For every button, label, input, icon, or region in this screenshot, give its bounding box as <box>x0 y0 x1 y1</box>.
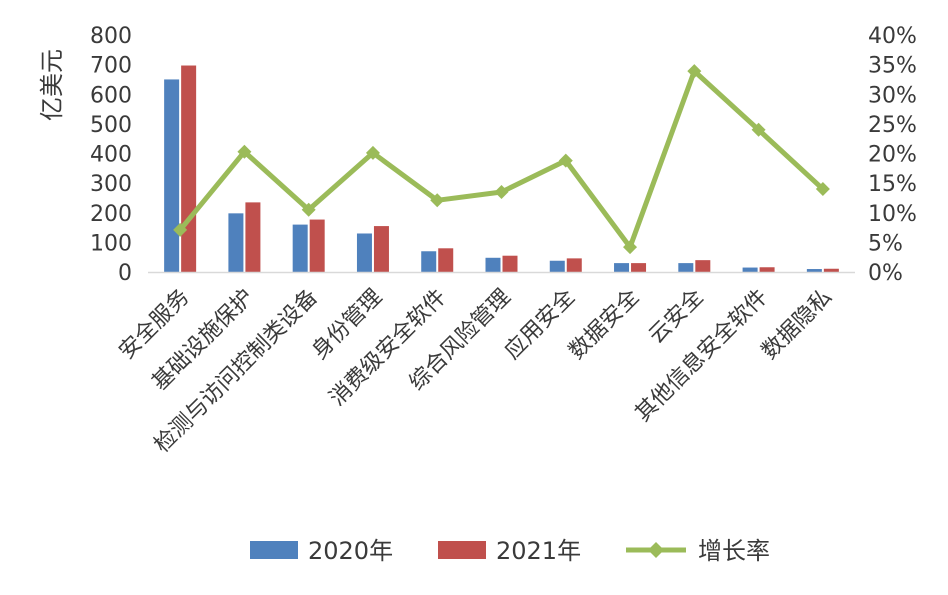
bar-2020 <box>485 257 501 272</box>
legend-swatch <box>250 541 298 559</box>
growth-marker <box>301 202 316 217</box>
bar-2021 <box>438 248 454 272</box>
bar-2021 <box>823 268 839 272</box>
y-left-tick-label: 100 <box>90 231 132 256</box>
bar-2020 <box>614 263 630 272</box>
y-left-tick-label: 700 <box>90 54 132 79</box>
y-left-tick-label: 600 <box>90 83 132 108</box>
y-right-tick-label: 30% <box>868 83 917 108</box>
y-left-tick-label: 800 <box>90 24 132 49</box>
bar-2020 <box>356 233 372 272</box>
legend-swatch <box>438 541 486 559</box>
growth-line-path <box>178 68 825 250</box>
growth-marker <box>173 222 188 237</box>
growth-marker <box>237 144 252 159</box>
y-left-tick-label: 0 <box>118 261 132 286</box>
y-left-tick-label: 400 <box>90 143 132 168</box>
bar-2021 <box>695 260 711 272</box>
y-right-tick-label: 40% <box>868 24 917 49</box>
y-axis-right: 0% 5% 10% 15% 20% 25% 30% 35% 40% <box>868 24 917 286</box>
bar-2021 <box>631 263 647 272</box>
legend-label: 2020年 <box>308 537 393 565</box>
bar-2020 <box>678 263 694 272</box>
bar-2020 <box>228 213 244 272</box>
legend: 2020年 2021年 增长率 <box>250 537 770 565</box>
bar-2020 <box>421 251 437 272</box>
growth-marker <box>623 240 638 255</box>
y-axis-left: 0 100 200 300 400 500 600 700 800 <box>90 24 132 286</box>
bar-2020 <box>806 269 822 272</box>
bar-2021 <box>759 267 775 272</box>
growth-marker <box>494 185 509 200</box>
y-axis-title: 亿美元 <box>38 49 66 121</box>
bar-2021 <box>181 65 197 272</box>
y-right-tick-label: 5% <box>868 231 903 256</box>
legend-label: 2021年 <box>496 537 581 565</box>
category-label: 数据隐私 <box>757 285 837 365</box>
growth-marker <box>687 64 702 79</box>
category-labels: 安全服务基础设施保护检测与访问控制类设备身份管理消费级安全软件综合风险管理应用安… <box>114 285 837 458</box>
bar-2021 <box>309 219 325 272</box>
growth-marker <box>430 193 445 208</box>
bar-2021 <box>502 255 518 272</box>
legend-marker <box>648 542 664 558</box>
category-label: 消费级安全软件 <box>325 285 452 412</box>
y-right-tick-label: 25% <box>868 113 917 138</box>
bar-2021 <box>373 226 389 272</box>
growth-marker <box>365 145 380 160</box>
y-right-tick-label: 10% <box>868 202 917 227</box>
growth-marker <box>558 153 573 168</box>
y-left-tick-label: 500 <box>90 113 132 138</box>
category-label: 云安全 <box>644 285 708 349</box>
y-right-tick-label: 20% <box>868 143 917 168</box>
y-right-tick-label: 0% <box>868 261 903 286</box>
y-left-tick-label: 300 <box>90 172 132 197</box>
y-right-tick-label: 35% <box>868 54 917 79</box>
y-right-tick-label: 15% <box>868 172 917 197</box>
bars <box>164 65 839 272</box>
legend-label: 增长率 <box>698 537 770 565</box>
bar-2020 <box>164 79 180 272</box>
bar-2020 <box>292 224 308 272</box>
bar-2020 <box>742 267 758 272</box>
growth-marker <box>815 182 830 197</box>
bar-2020 <box>549 260 565 272</box>
y-axis-title-text: 亿美元 <box>38 49 66 121</box>
y-left-tick-label: 200 <box>90 202 132 227</box>
growth-marker <box>751 122 766 137</box>
category-label: 数据安全 <box>564 285 644 365</box>
category-label: 应用安全 <box>500 285 580 365</box>
bar-2021 <box>566 258 582 272</box>
bar-2021 <box>245 202 261 272</box>
growth-line <box>173 64 830 255</box>
